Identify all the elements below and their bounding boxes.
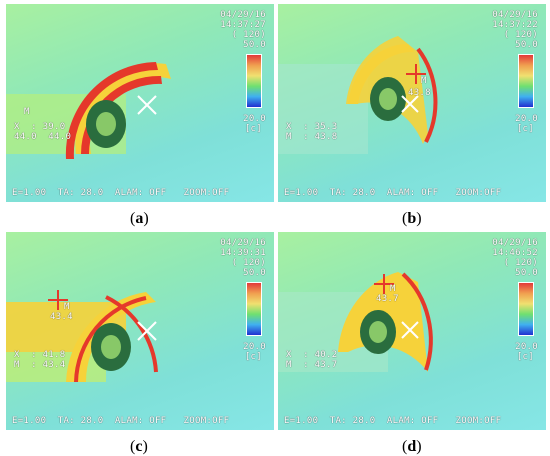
caption-d: (d) xyxy=(402,438,422,455)
point-value: 43.7 xyxy=(376,294,399,304)
reading-m: M : 43.8 xyxy=(286,132,338,142)
thermal-scene-a xyxy=(6,62,171,159)
status-footer: E=1.00 TA: 28.0 ALAM: OFF ZOOM:OFF xyxy=(284,188,502,198)
scale-min: 20.0 xyxy=(243,342,266,352)
range-label: ( 120) xyxy=(503,30,538,40)
spot-marker-label: M xyxy=(64,302,70,312)
caption-b: (b) xyxy=(402,210,422,227)
range-label: ( 120) xyxy=(231,30,266,40)
reading-m: M : 43.7 xyxy=(286,360,338,370)
status-footer: E=1.00 TA: 28.0 ALAM: OFF ZOOM:OFF xyxy=(284,416,502,426)
range-label: ( 120) xyxy=(503,258,538,268)
spot-marker-label: M xyxy=(421,76,427,86)
scale-max: 50.0 xyxy=(515,40,538,50)
thermal-image-d: 04/29/16 14:46:52 ( 120) 50.0 20.0 [c] M … xyxy=(278,232,546,430)
spot-marker-label: M xyxy=(24,107,30,117)
color-scale-bar xyxy=(518,282,534,336)
status-footer: E=1.00 TA: 28.0 ALAM: OFF ZOOM:OFF xyxy=(12,416,230,426)
reading-x: X : 35.3 xyxy=(286,122,338,132)
reading-x: X : 39.0 xyxy=(14,122,66,132)
unit-label: [c] xyxy=(244,124,262,134)
caption-a: (a) xyxy=(130,210,149,227)
color-scale-bar xyxy=(518,54,534,108)
scale-min: 20.0 xyxy=(243,114,266,124)
color-scale-bar xyxy=(246,54,262,108)
timestamp: 04/29/16 14:39:31 xyxy=(220,238,266,258)
scale-max: 50.0 xyxy=(515,268,538,278)
thermal-image-a: 04/29/16 14:37:27 ( 120) 50.0 20.0 [c] M … xyxy=(6,4,274,202)
timestamp: 04/29/16 14:37:27 xyxy=(220,10,266,30)
scale-max: 50.0 xyxy=(243,40,266,50)
thermal-image-c: 04/29/16 14:39:31 ( 120) 50.0 20.0 [c] M … xyxy=(6,232,274,430)
reading-x: X : 41.8 xyxy=(14,350,66,360)
point-value: 43.4 xyxy=(50,312,73,322)
unit-label: [c] xyxy=(516,352,534,362)
thermal-image-b: 04/29/16 14:37:22 ( 120) 50.0 20.0 [c] M … xyxy=(278,4,546,202)
color-scale-bar xyxy=(246,282,262,336)
point-value: 43.8 xyxy=(408,88,431,98)
timestamp: 04/29/16 14:46:52 xyxy=(492,238,538,258)
unit-label: [c] xyxy=(244,352,262,362)
thermal-scene-c xyxy=(6,290,158,383)
status-footer: E=1.00 TA: 28.0 ALAM: OFF ZOOM:OFF xyxy=(12,188,230,198)
scale-max: 50.0 xyxy=(243,268,266,278)
caption-c: (c) xyxy=(130,438,148,455)
scale-min: 20.0 xyxy=(515,342,538,352)
timestamp: 04/29/16 14:37:22 xyxy=(492,10,538,30)
scale-min: 20.0 xyxy=(515,114,538,124)
range-label: ( 120) xyxy=(231,258,266,268)
unit-label: [c] xyxy=(516,124,534,134)
thermal-scene-d xyxy=(278,272,433,372)
spot-marker-label: M xyxy=(390,284,396,294)
reading-m: M : 43.4 xyxy=(14,360,66,370)
reading-x: X : 40.2 xyxy=(286,350,338,360)
thermal-scene-b xyxy=(278,36,438,154)
reading-m: 44.0 44.0 xyxy=(14,132,72,142)
